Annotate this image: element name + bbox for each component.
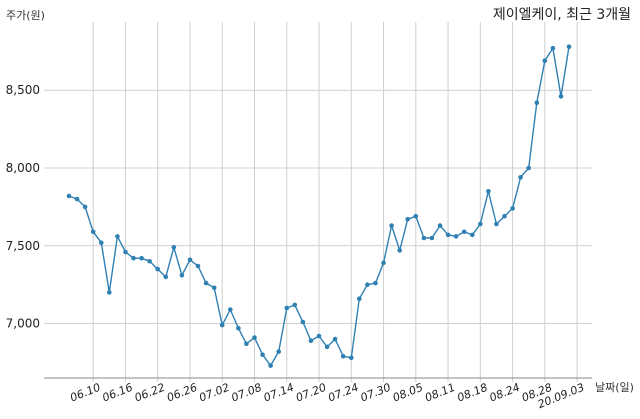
data-point	[300, 319, 306, 325]
data-point	[429, 235, 435, 241]
data-point	[260, 352, 265, 358]
data-point	[74, 196, 80, 202]
data-point	[349, 355, 354, 361]
data-point	[502, 213, 507, 219]
data-point	[252, 335, 257, 340]
data-point	[470, 232, 475, 238]
data-point	[542, 58, 548, 63]
chart-title: 제이엘케이, 최근 3개월	[493, 7, 631, 23]
data-point	[534, 100, 540, 105]
data-point	[550, 45, 556, 51]
data-point	[373, 280, 378, 286]
data-point	[461, 229, 467, 235]
data-point	[131, 255, 136, 261]
data-point	[510, 206, 515, 211]
data-point	[332, 336, 338, 342]
data-point	[211, 285, 217, 291]
data-point	[155, 266, 160, 272]
data-point	[558, 94, 564, 99]
data-point	[236, 325, 241, 331]
data-point	[82, 204, 88, 210]
data-point	[340, 353, 346, 359]
data-point	[66, 193, 72, 199]
data-point	[284, 305, 290, 311]
data-point	[99, 240, 104, 245]
data-point	[308, 338, 314, 344]
data-point	[486, 189, 491, 194]
y-tick-labels: 7,000 7,500 8,000 8,500	[6, 83, 40, 330]
x-axis-label: 날짜(일)	[595, 380, 634, 394]
data-point	[526, 165, 531, 171]
data-point	[413, 213, 419, 219]
data-point	[365, 282, 370, 288]
data-point	[115, 234, 120, 239]
data-point	[187, 257, 193, 263]
data-point	[316, 333, 322, 339]
series-price	[66, 44, 572, 368]
data-point	[139, 255, 144, 261]
y-tick-label: 8,500	[6, 83, 40, 97]
data-point	[219, 322, 225, 328]
data-point	[90, 229, 96, 235]
data-point	[518, 175, 523, 180]
data-point	[405, 217, 411, 222]
data-point	[163, 274, 169, 280]
y-tick-label: 7,500	[6, 239, 40, 253]
data-point	[397, 248, 403, 253]
grid-lines	[44, 22, 592, 382]
data-point	[228, 307, 233, 312]
data-point	[566, 44, 572, 49]
data-point	[445, 232, 451, 238]
data-point	[123, 249, 128, 255]
data-point	[203, 280, 209, 286]
data-point	[107, 290, 112, 295]
data-point	[381, 260, 386, 266]
data-point	[478, 221, 483, 227]
data-point	[292, 302, 298, 308]
data-point	[453, 234, 459, 239]
y-axis-label: 주가(원)	[6, 9, 45, 22]
data-point	[195, 263, 201, 269]
data-point	[357, 296, 362, 302]
data-point	[389, 223, 394, 228]
data-point	[147, 259, 152, 264]
data-point	[171, 245, 177, 250]
data-point	[437, 223, 443, 228]
data-point	[179, 273, 185, 278]
data-point	[421, 235, 427, 241]
y-tick-label: 7,000	[6, 317, 40, 331]
y-tick-label: 8,000	[6, 161, 40, 175]
data-point	[268, 363, 273, 368]
data-point	[324, 344, 330, 350]
data-point	[244, 341, 249, 347]
data-point	[276, 349, 282, 354]
data-point	[494, 221, 499, 227]
